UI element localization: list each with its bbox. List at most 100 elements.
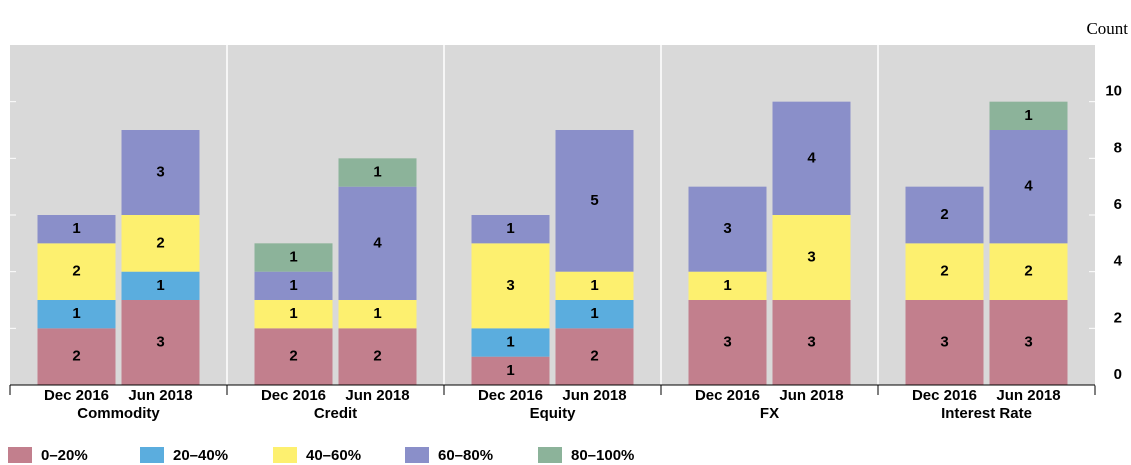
bar-segment	[254, 300, 333, 329]
bar-segment	[905, 243, 984, 300]
bar-segment	[338, 328, 417, 385]
bar-segment	[555, 271, 634, 300]
group-label: Commodity	[77, 405, 160, 422]
data-label: 3	[506, 277, 514, 294]
data-label: 2	[373, 348, 381, 365]
data-label: 3	[723, 220, 731, 237]
bar-segment	[555, 300, 634, 329]
bar-segment	[905, 300, 984, 385]
bar-segment	[254, 243, 333, 272]
data-label: 1	[72, 220, 80, 237]
bar-segment	[688, 271, 767, 300]
data-label: 1	[723, 277, 731, 294]
x-tick-label: Jun 2018	[996, 387, 1060, 404]
x-tick-label: Dec 2016	[261, 387, 326, 404]
bar-segment	[772, 101, 851, 215]
bar-segment	[37, 215, 116, 244]
x-tick-label: Dec 2016	[44, 387, 109, 404]
data-label: 5	[590, 192, 598, 209]
data-label: 4	[1024, 178, 1033, 195]
data-label: 2	[72, 263, 80, 280]
legend-label: 20–40%	[173, 447, 228, 464]
data-label: 2	[940, 206, 948, 223]
bar-segment	[254, 328, 333, 385]
x-tick-label: Jun 2018	[562, 387, 626, 404]
bar-segment	[688, 186, 767, 272]
data-label: 3	[807, 333, 815, 350]
legend-label: 60–80%	[438, 447, 493, 464]
y-tick-label: 4	[1114, 253, 1123, 270]
legend-swatch	[8, 447, 32, 463]
legend-swatch	[538, 447, 562, 463]
legend-swatch	[140, 447, 164, 463]
data-label: 1	[590, 277, 598, 294]
legend-label: 40–60%	[306, 447, 361, 464]
bar-segment	[989, 243, 1068, 300]
bar-segment	[989, 300, 1068, 385]
data-label: 3	[807, 248, 815, 265]
bar-segment	[121, 271, 200, 300]
data-label: 2	[590, 348, 598, 365]
x-tick-label: Dec 2016	[478, 387, 543, 404]
data-label: 1	[289, 248, 297, 265]
data-label: 1	[373, 163, 381, 180]
data-label: 1	[506, 362, 514, 379]
bar-segment	[471, 215, 550, 244]
bar-segment	[471, 328, 550, 357]
bar-segment	[555, 328, 634, 385]
data-label: 3	[723, 333, 731, 350]
data-label: 2	[72, 348, 80, 365]
y-axis-label: Count	[1086, 19, 1128, 38]
data-label: 1	[289, 305, 297, 322]
data-label: 1	[289, 277, 297, 294]
group-label: Credit	[314, 405, 357, 422]
x-tick-label: Jun 2018	[128, 387, 192, 404]
bar-segment	[121, 130, 200, 215]
bar-segment	[37, 328, 116, 385]
bar-segment	[555, 130, 634, 272]
legend-label: 0–20%	[41, 447, 88, 464]
data-label: 2	[1024, 263, 1032, 280]
bar-segment	[989, 101, 1068, 130]
data-label: 4	[373, 234, 382, 251]
data-label: 3	[156, 333, 164, 350]
data-label: 3	[940, 333, 948, 350]
x-tick-label: Dec 2016	[912, 387, 977, 404]
bar-segment	[121, 300, 200, 385]
data-label: 1	[1024, 107, 1032, 124]
bar-segment	[338, 300, 417, 329]
data-label: 3	[156, 163, 164, 180]
y-tick-label: 6	[1114, 196, 1122, 213]
bar-segment	[471, 243, 550, 329]
bar-segment	[254, 271, 333, 300]
legend-swatch	[405, 447, 429, 463]
group-label: FX	[760, 405, 779, 422]
data-label: 2	[289, 348, 297, 365]
x-tick-label: Jun 2018	[779, 387, 843, 404]
data-label: 1	[373, 305, 381, 322]
bar-segment	[121, 215, 200, 272]
data-label: 1	[72, 305, 80, 322]
bar-segment	[471, 356, 550, 385]
bar-segment	[688, 300, 767, 385]
x-tick-label: Dec 2016	[695, 387, 760, 404]
y-tick-label: 2	[1114, 309, 1122, 326]
data-label: 1	[156, 277, 164, 294]
data-label: 2	[156, 234, 164, 251]
group-label: Interest Rate	[941, 405, 1032, 422]
data-label: 1	[506, 220, 514, 237]
x-tick-label: Jun 2018	[345, 387, 409, 404]
data-label: 1	[506, 333, 514, 350]
legend-swatch	[273, 447, 297, 463]
y-tick-label: 8	[1114, 139, 1122, 156]
group-label: Equity	[530, 405, 576, 422]
bar-segment	[989, 130, 1068, 244]
bar-segment	[772, 300, 851, 385]
data-label: 3	[1024, 333, 1032, 350]
y-tick-label: 10	[1105, 83, 1122, 100]
legend-label: 80–100%	[571, 447, 634, 464]
bar-segment	[772, 215, 851, 300]
bar-segment	[338, 186, 417, 300]
bar-segment	[37, 243, 116, 300]
